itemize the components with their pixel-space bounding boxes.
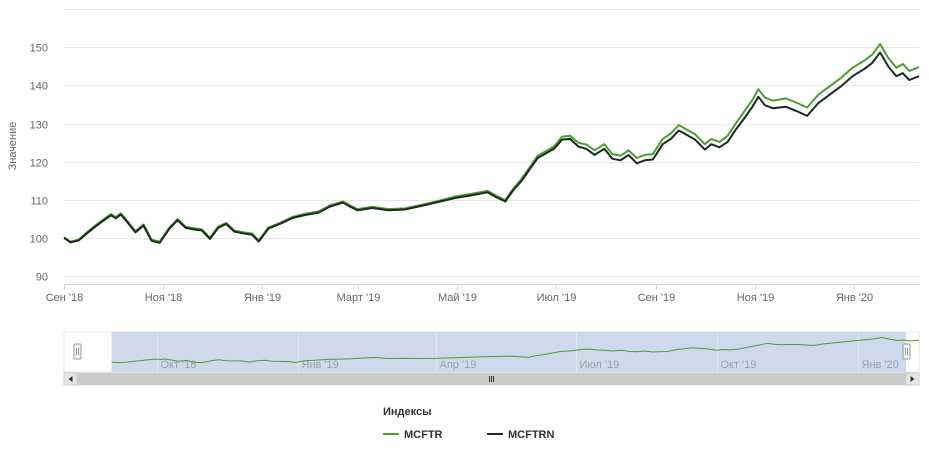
- y-axis-label: Значение: [7, 122, 19, 171]
- y-tick-label: 140: [30, 81, 48, 93]
- x-axis: Сен '18 Ноя '18 Янв '19 Март '19 Май '19 Июл …: [46, 284, 873, 304]
- navigator-tick-label: Апр '19: [440, 359, 477, 371]
- navigator-tick-label: Июл '19: [580, 359, 620, 371]
- navigator-tick-label: Янв '19: [302, 359, 339, 371]
- legend-label: MCFTR: [404, 429, 443, 441]
- series-lines: [63, 43, 920, 244]
- navigator-handle-left[interactable]: [73, 343, 82, 360]
- legend-item-mcftrn[interactable]: MCFTRN: [487, 429, 554, 441]
- legend-item-mcftr[interactable]: MCFTR: [383, 429, 443, 441]
- x-tick-label: Сен '18: [46, 292, 84, 304]
- scroll-left-button[interactable]: [63, 372, 78, 386]
- navigator-series-line: [111, 336, 920, 364]
- x-tick-label: Ноя '18: [145, 292, 182, 304]
- x-tick-label: Июл '19: [537, 292, 577, 304]
- navigator-tick-label: Янв '20: [862, 359, 899, 371]
- y-tick-label: 100: [30, 234, 48, 246]
- y-axis: 90 100 110 120 130 140 150: [30, 43, 48, 284]
- scrollbar-grip-icon: [489, 376, 494, 382]
- x-tick-label: Ноя '19: [737, 292, 774, 304]
- legend: Индексы MCFTR MCFTRN: [383, 406, 554, 441]
- y-tick-label: 90: [36, 272, 48, 284]
- x-tick-label: Янв '19: [244, 292, 281, 304]
- arrow-left-icon: [68, 376, 73, 382]
- series-line-mcftrn: [63, 51, 920, 244]
- navigator-selection[interactable]: [111, 332, 907, 372]
- navigator-tick-label: Окт '18: [161, 359, 197, 371]
- y-tick-label: 120: [30, 158, 48, 170]
- legend-items: MCFTR MCFTRN: [383, 429, 554, 441]
- series-line-mcftr: [63, 43, 920, 243]
- navigator-grid: [157, 332, 859, 372]
- scrollbar[interactable]: [63, 372, 920, 386]
- legend-title: Индексы: [383, 406, 432, 418]
- y-tick-label: 110: [30, 196, 48, 208]
- arrow-right-icon: [910, 376, 915, 382]
- y-tick-label: 130: [30, 120, 48, 132]
- x-tick-label: Янв '20: [836, 292, 873, 304]
- scroll-right-button[interactable]: [905, 372, 920, 386]
- legend-label: MCFTRN: [508, 429, 554, 441]
- x-tick-label: Май '19: [438, 292, 477, 304]
- navigator-handle-right[interactable]: [902, 343, 911, 360]
- x-tick-label: Сен '19: [638, 292, 676, 304]
- navigator-tick-label: Окт '19: [721, 359, 757, 371]
- navigator-labels: Окт '18 Янв '19 Апр '19 Июл '19 Окт '19 Янв '…: [161, 359, 899, 371]
- y-tick-label: 150: [30, 43, 48, 55]
- x-tick-label: Март '19: [337, 292, 381, 304]
- grid-lines: [64, 9, 919, 277]
- navigator[interactable]: Окт '18 Янв '19 Апр '19 Июл '19 Окт '19 Янв '…: [63, 331, 920, 373]
